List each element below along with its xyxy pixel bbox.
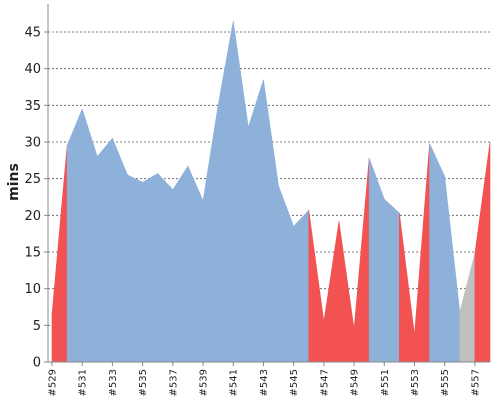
area-segment-546 <box>308 210 325 363</box>
x-tick-label: #549 <box>350 369 361 396</box>
area-segment-545 <box>293 209 310 363</box>
area-segment-537 <box>172 165 189 363</box>
y-tick-labels: 0 5 10 15 20 25 30 35 40 45 <box>24 26 41 371</box>
area-segment-554 <box>429 143 445 363</box>
y-tick-label: 5 <box>33 319 41 334</box>
area-segment-540 <box>217 20 234 363</box>
area-segment-534 <box>127 174 143 363</box>
y-tick-label: 15 <box>24 246 41 261</box>
area-segment-555 <box>444 176 461 363</box>
y-tick-label: 10 <box>24 282 41 297</box>
area-segment-557 <box>474 141 491 363</box>
area-segment-551 <box>383 198 400 363</box>
y-tick-label: 30 <box>24 136 41 151</box>
area-segment-539 <box>202 105 219 363</box>
area-segment-538 <box>187 166 204 363</box>
area-segment-529 <box>51 145 68 363</box>
area-segments <box>51 20 491 363</box>
x-tick-label: #533 <box>108 369 119 396</box>
area-segment-532 <box>97 137 113 363</box>
area-segment-544 <box>278 185 294 363</box>
y-tick-label: 25 <box>24 172 41 187</box>
y-tick-label: 35 <box>24 99 41 114</box>
y-tick-label: 40 <box>24 62 41 77</box>
area-segment-548 <box>338 221 355 363</box>
area-segment-535 <box>142 173 159 363</box>
x-tick-label: #545 <box>289 369 300 396</box>
area-segment-531 <box>81 108 98 363</box>
x-tick-labels: #529 #531 #533 #535 #537 #539 #541 #543 #545 #547… <box>48 362 481 396</box>
y-tick-label: 20 <box>24 209 41 224</box>
x-tick-label: #537 <box>168 369 179 396</box>
y-tick-label: 0 <box>33 356 41 371</box>
x-tick-label: #543 <box>259 369 270 396</box>
x-tick-label: #557 <box>470 369 481 396</box>
y-axis-label: mins <box>6 163 22 201</box>
area-segment-550 <box>368 158 385 363</box>
x-tick-label: #539 <box>199 369 210 396</box>
x-tick-label: #551 <box>380 369 391 396</box>
axes <box>47 4 490 363</box>
area-segment-542 <box>248 79 264 363</box>
area-segment-543 <box>263 79 279 363</box>
x-tick-label: #531 <box>78 369 89 396</box>
area-segment-556 <box>459 253 476 363</box>
x-tick-label: #547 <box>319 369 330 396</box>
x-tick-label: #553 <box>410 369 421 396</box>
x-tick-label: #541 <box>229 369 240 396</box>
x-tick-label: #535 <box>138 369 149 396</box>
area-segment-549 <box>353 158 370 363</box>
area-segment-536 <box>157 172 174 363</box>
area-segment-533 <box>112 138 128 363</box>
area-segment-552 <box>399 213 415 363</box>
area-segment-530 <box>66 108 83 363</box>
area-segment-541 <box>232 20 249 363</box>
x-tick-label: #555 <box>440 369 451 396</box>
area-segment-547 <box>323 221 340 363</box>
area-segment-553 <box>414 143 430 363</box>
x-tick-label: #529 <box>48 369 59 396</box>
y-tick-label: 45 <box>24 26 41 41</box>
